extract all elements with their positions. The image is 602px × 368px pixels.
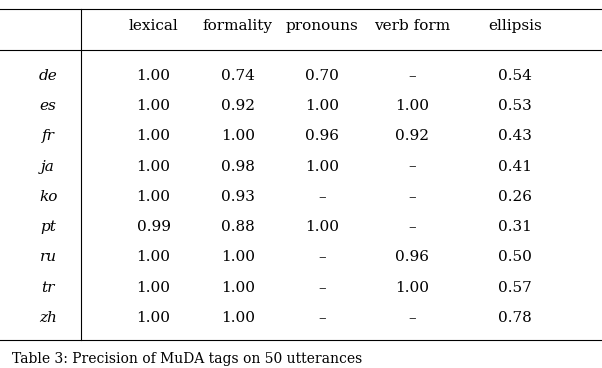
Text: 0.50: 0.50: [498, 250, 532, 264]
Text: 1.00: 1.00: [137, 69, 170, 83]
Text: lexical: lexical: [129, 19, 178, 33]
Text: 1.00: 1.00: [305, 220, 339, 234]
Text: 0.70: 0.70: [305, 69, 339, 83]
Text: 1.00: 1.00: [137, 99, 170, 113]
Text: 0.31: 0.31: [498, 220, 532, 234]
Text: 1.00: 1.00: [137, 130, 170, 144]
Text: 1.00: 1.00: [137, 160, 170, 174]
Text: 0.92: 0.92: [396, 130, 429, 144]
Text: –: –: [409, 311, 416, 325]
Text: 1.00: 1.00: [137, 281, 170, 295]
Text: 1.00: 1.00: [305, 99, 339, 113]
Text: –: –: [409, 69, 416, 83]
Text: 1.00: 1.00: [396, 99, 429, 113]
Text: –: –: [409, 220, 416, 234]
Text: pt: pt: [40, 220, 56, 234]
Text: 0.96: 0.96: [396, 250, 429, 264]
Text: –: –: [318, 281, 326, 295]
Text: 0.92: 0.92: [221, 99, 255, 113]
Text: –: –: [409, 160, 416, 174]
Text: ja: ja: [41, 160, 55, 174]
Text: 1.00: 1.00: [221, 130, 255, 144]
Text: 1.00: 1.00: [137, 311, 170, 325]
Text: 0.93: 0.93: [221, 190, 255, 204]
Text: 0.88: 0.88: [221, 220, 255, 234]
Text: 1.00: 1.00: [305, 160, 339, 174]
Text: 0.57: 0.57: [498, 281, 532, 295]
Text: 0.96: 0.96: [305, 130, 339, 144]
Text: zh: zh: [39, 311, 57, 325]
Text: Table 3: Precision of MuDA tags on 50 utterances: Table 3: Precision of MuDA tags on 50 ut…: [12, 352, 362, 366]
Text: –: –: [318, 250, 326, 264]
Text: ellipsis: ellipsis: [488, 19, 542, 33]
Text: de: de: [39, 69, 58, 83]
Text: 1.00: 1.00: [137, 250, 170, 264]
Text: ko: ko: [39, 190, 57, 204]
Text: 0.41: 0.41: [498, 160, 532, 174]
Text: –: –: [318, 311, 326, 325]
Text: 0.54: 0.54: [498, 69, 532, 83]
Text: pronouns: pronouns: [286, 19, 358, 33]
Text: fr: fr: [42, 130, 55, 144]
Text: 0.43: 0.43: [498, 130, 532, 144]
Text: 0.78: 0.78: [498, 311, 532, 325]
Text: verb form: verb form: [374, 19, 450, 33]
Text: 1.00: 1.00: [221, 311, 255, 325]
Text: –: –: [318, 190, 326, 204]
Text: es: es: [40, 99, 57, 113]
Text: 0.74: 0.74: [221, 69, 255, 83]
Text: 1.00: 1.00: [221, 281, 255, 295]
Text: 1.00: 1.00: [396, 281, 429, 295]
Text: 1.00: 1.00: [137, 190, 170, 204]
Text: ru: ru: [40, 250, 57, 264]
Text: 0.53: 0.53: [498, 99, 532, 113]
Text: formality: formality: [203, 19, 273, 33]
Text: 0.98: 0.98: [221, 160, 255, 174]
Text: –: –: [409, 190, 416, 204]
Text: 0.26: 0.26: [498, 190, 532, 204]
Text: 0.99: 0.99: [137, 220, 170, 234]
Text: 1.00: 1.00: [221, 250, 255, 264]
Text: tr: tr: [42, 281, 55, 295]
